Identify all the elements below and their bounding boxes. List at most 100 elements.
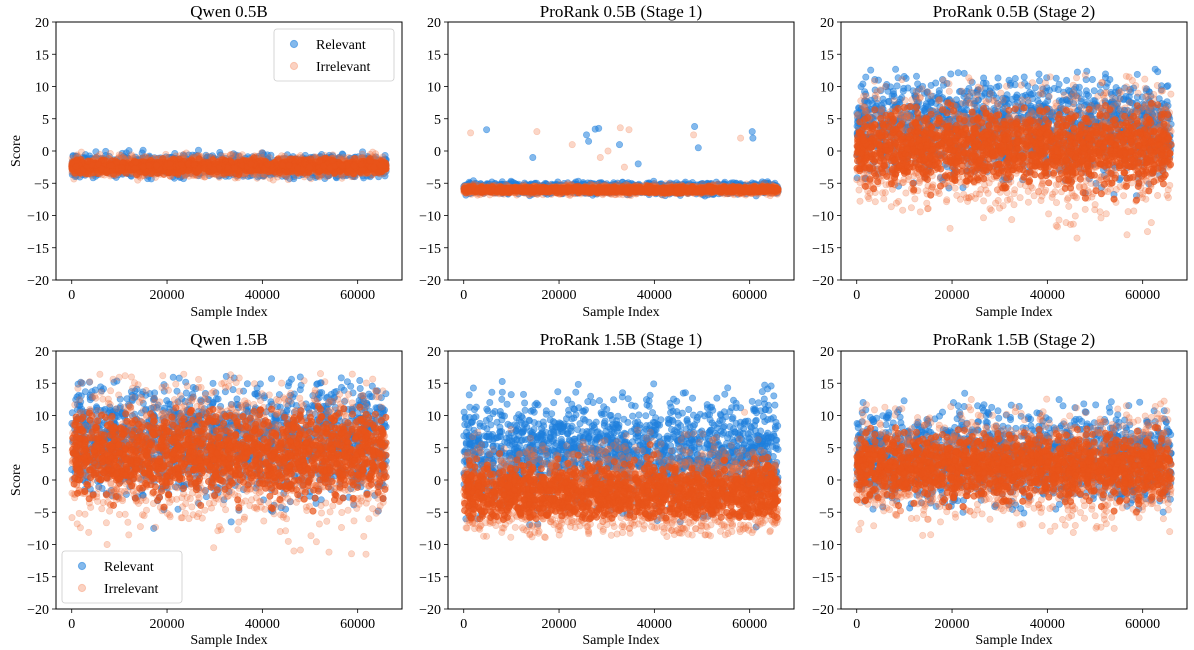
point — [166, 160, 174, 168]
point — [100, 156, 108, 164]
x-tick-label: 20000 — [542, 288, 577, 303]
point — [338, 174, 346, 182]
point — [72, 163, 80, 171]
subplot-1: Qwen 0.5B Sample Index Score −20−15−10−5… — [9, 2, 403, 320]
point — [228, 150, 236, 158]
point — [316, 157, 324, 165]
point — [216, 149, 224, 157]
point — [350, 162, 358, 170]
point — [231, 164, 239, 172]
point — [329, 156, 337, 164]
point — [264, 161, 272, 169]
point — [210, 166, 218, 174]
point — [115, 151, 123, 159]
point — [284, 176, 292, 184]
x-tick-label: 20000 — [150, 288, 185, 303]
point — [95, 160, 103, 168]
x-tick-label: 60000 — [732, 288, 767, 303]
point — [266, 174, 274, 182]
y-tick-label: 5 — [434, 113, 441, 128]
y-tick-label: 10 — [35, 81, 49, 96]
y-tick-label: 20 — [427, 16, 441, 31]
point — [131, 164, 139, 172]
scatter-points — [68, 146, 390, 184]
point — [139, 163, 147, 171]
legend-marker — [289, 39, 299, 49]
point — [267, 151, 275, 159]
point — [106, 150, 114, 158]
point — [185, 160, 193, 168]
point — [128, 151, 136, 159]
point — [253, 174, 261, 182]
point — [286, 155, 294, 163]
point — [178, 160, 186, 168]
y-tick-label: 15 — [427, 48, 441, 63]
point — [145, 162, 153, 170]
y-tick-label: 10 — [427, 81, 441, 96]
x-tick-label: 0 — [68, 288, 75, 303]
subplot-2: ProRank 0.5B (Stage 1) Sample Index −20−… — [419, 2, 795, 320]
point — [198, 172, 206, 180]
point — [153, 162, 161, 170]
point — [132, 158, 140, 166]
point — [258, 149, 266, 157]
point — [293, 164, 301, 172]
point — [84, 170, 92, 178]
point — [315, 167, 323, 175]
point — [200, 164, 208, 172]
point — [190, 161, 198, 169]
point — [359, 166, 367, 174]
y-tick-label: −20 — [419, 274, 441, 289]
point — [94, 170, 102, 178]
x-axis-label: Sample Index — [582, 305, 659, 320]
point — [139, 146, 147, 154]
point — [77, 148, 85, 156]
point — [108, 162, 116, 170]
y-tick-label: 5 — [42, 113, 49, 128]
y-tick-label: −15 — [419, 242, 441, 257]
point — [307, 175, 315, 183]
x-tick-label: 40000 — [637, 288, 672, 303]
legend-label: Irrelevant — [316, 60, 371, 75]
y-tick-label: −15 — [27, 242, 49, 257]
y-tick-label: 0 — [434, 145, 441, 160]
point — [269, 176, 277, 184]
subplot-title: Qwen 0.5B — [190, 2, 267, 21]
point — [248, 167, 256, 175]
point — [122, 169, 130, 177]
point — [276, 169, 284, 177]
legend-box — [273, 28, 395, 82]
x-tick-label: 0 — [460, 288, 467, 303]
point — [73, 156, 81, 164]
point — [118, 164, 126, 172]
point — [92, 148, 100, 156]
series-irrelevant-core — [68, 154, 390, 179]
point — [306, 163, 314, 171]
x-tick-label: 40000 — [245, 288, 280, 303]
point — [201, 173, 209, 181]
y-tick-label: −5 — [34, 177, 49, 192]
y-tick-label: −20 — [27, 274, 49, 289]
legend-marker — [289, 61, 299, 71]
point — [326, 164, 334, 172]
point — [247, 160, 255, 168]
point — [278, 161, 286, 169]
point — [320, 162, 328, 170]
scatter-points — [460, 123, 782, 200]
point — [372, 150, 380, 158]
point — [351, 155, 359, 163]
y-tick-label: 15 — [35, 48, 49, 63]
point — [118, 149, 126, 157]
point — [257, 157, 265, 165]
point — [258, 149, 266, 157]
x-tick-label: 60000 — [340, 288, 375, 303]
point — [378, 168, 386, 176]
y-tick-label: 0 — [42, 145, 49, 160]
y-tick-label: −5 — [426, 177, 441, 192]
x-axis-label: Sample Index — [190, 305, 267, 320]
point — [338, 162, 346, 170]
point — [370, 163, 378, 171]
y-tick-label: 20 — [35, 16, 49, 31]
point — [340, 154, 348, 162]
